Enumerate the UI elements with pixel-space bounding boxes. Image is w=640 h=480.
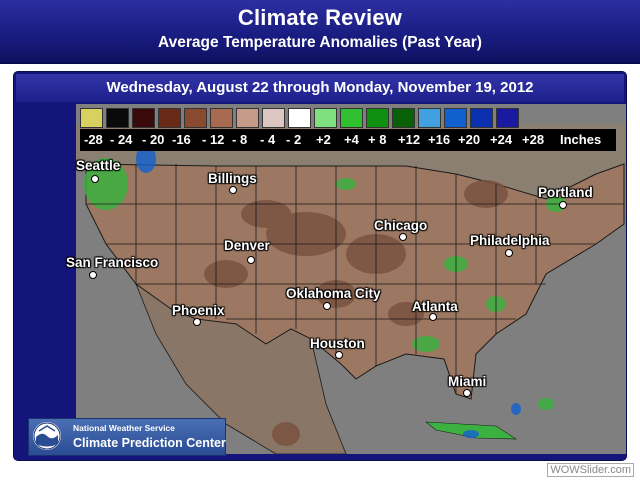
city-marker xyxy=(323,302,331,310)
legend-swatch xyxy=(210,108,233,128)
city-marker xyxy=(91,175,99,183)
legend-label: -16 xyxy=(172,132,191,147)
city-marker xyxy=(89,271,97,279)
legend-label: - 4 xyxy=(260,132,276,147)
city-marker xyxy=(463,389,471,397)
city-marker xyxy=(505,249,513,257)
us-anomaly-map xyxy=(76,104,626,454)
city-label: San Francisco xyxy=(66,255,159,270)
legend-swatch xyxy=(158,108,181,128)
city-label: Houston xyxy=(310,336,365,351)
legend-swatch xyxy=(496,108,519,128)
legend-label: +2 xyxy=(316,132,331,147)
header-bar: Climate Review Average Temperature Anoma… xyxy=(0,0,640,64)
city-label: Billings xyxy=(208,171,257,186)
legend-label: - 12 xyxy=(202,132,225,147)
city-marker xyxy=(335,351,343,359)
city-label: Denver xyxy=(224,238,270,253)
legend-swatch xyxy=(80,108,103,128)
city-marker xyxy=(559,201,567,209)
city-label: Phoenix xyxy=(172,303,225,318)
state-borders xyxy=(86,164,624,394)
legend-swatch xyxy=(340,108,363,128)
city-label: Portland xyxy=(538,185,593,200)
legend-swatch xyxy=(314,108,337,128)
very-wet-patches xyxy=(136,145,521,438)
legend-labels: -28 - 24 - 20 -16 - 12 - 8 - 4 - 2 +2 +4 + 8 +12 +16… xyxy=(80,129,616,151)
legend-label: +24 xyxy=(490,132,513,147)
legend-swatch xyxy=(418,108,441,128)
legend-label: +4 xyxy=(344,132,359,147)
city-marker xyxy=(429,313,437,321)
city-marker xyxy=(399,233,407,241)
legend-label: +20 xyxy=(458,132,481,147)
city-label: Oklahoma City xyxy=(286,286,381,301)
color-legend: -28 - 24 - 20 -16 - 12 - 8 - 4 - 2 +2 +4 + 8 +12 +16… xyxy=(80,108,616,152)
noaa-logo-icon xyxy=(33,422,61,450)
legend-label: - 8 xyxy=(232,132,248,147)
city-marker xyxy=(193,318,201,326)
legend-swatch xyxy=(262,108,285,128)
legend-swatch xyxy=(470,108,493,128)
credit-badge: National Weather Service Climate Predict… xyxy=(28,418,226,456)
legend-swatch xyxy=(366,108,389,128)
page-subtitle: Average Temperature Anomalies (Past Year… xyxy=(158,34,482,51)
legend-label: +12 xyxy=(398,132,421,147)
legend-label: - 24 xyxy=(110,132,133,147)
legend-swatch xyxy=(184,108,207,128)
legend-label: -28 xyxy=(84,132,103,147)
date-range-banner: Wednesday, August 22 through Monday, Nov… xyxy=(16,74,624,102)
map-panel xyxy=(76,104,626,454)
city-label: Seattle xyxy=(76,158,121,173)
credit-line2: Climate Prediction Center xyxy=(73,436,226,450)
city-label: Philadelphia xyxy=(470,233,550,248)
legend-unit: Inches xyxy=(560,132,602,147)
page-title: Climate Review xyxy=(237,5,403,30)
credit-line1: National Weather Service xyxy=(73,423,175,433)
legend-label: - 2 xyxy=(286,132,302,147)
legend-label: +28 xyxy=(522,132,545,147)
city-label: Atlanta xyxy=(412,299,458,314)
city-marker xyxy=(247,256,255,264)
legend-label: - 20 xyxy=(142,132,165,147)
city-label: Chicago xyxy=(374,218,428,233)
city-marker xyxy=(229,186,237,194)
city-label: Miami xyxy=(448,374,487,389)
legend-label: + 8 xyxy=(368,132,387,147)
legend-swatch xyxy=(236,108,259,128)
watermark: WOWSlider.com xyxy=(546,463,634,477)
legend-swatch xyxy=(132,108,155,128)
legend-swatch xyxy=(392,108,415,128)
legend-swatch xyxy=(444,108,467,128)
legend-swatch xyxy=(288,108,311,128)
legend-swatch xyxy=(106,108,129,128)
legend-label: +16 xyxy=(428,132,451,147)
